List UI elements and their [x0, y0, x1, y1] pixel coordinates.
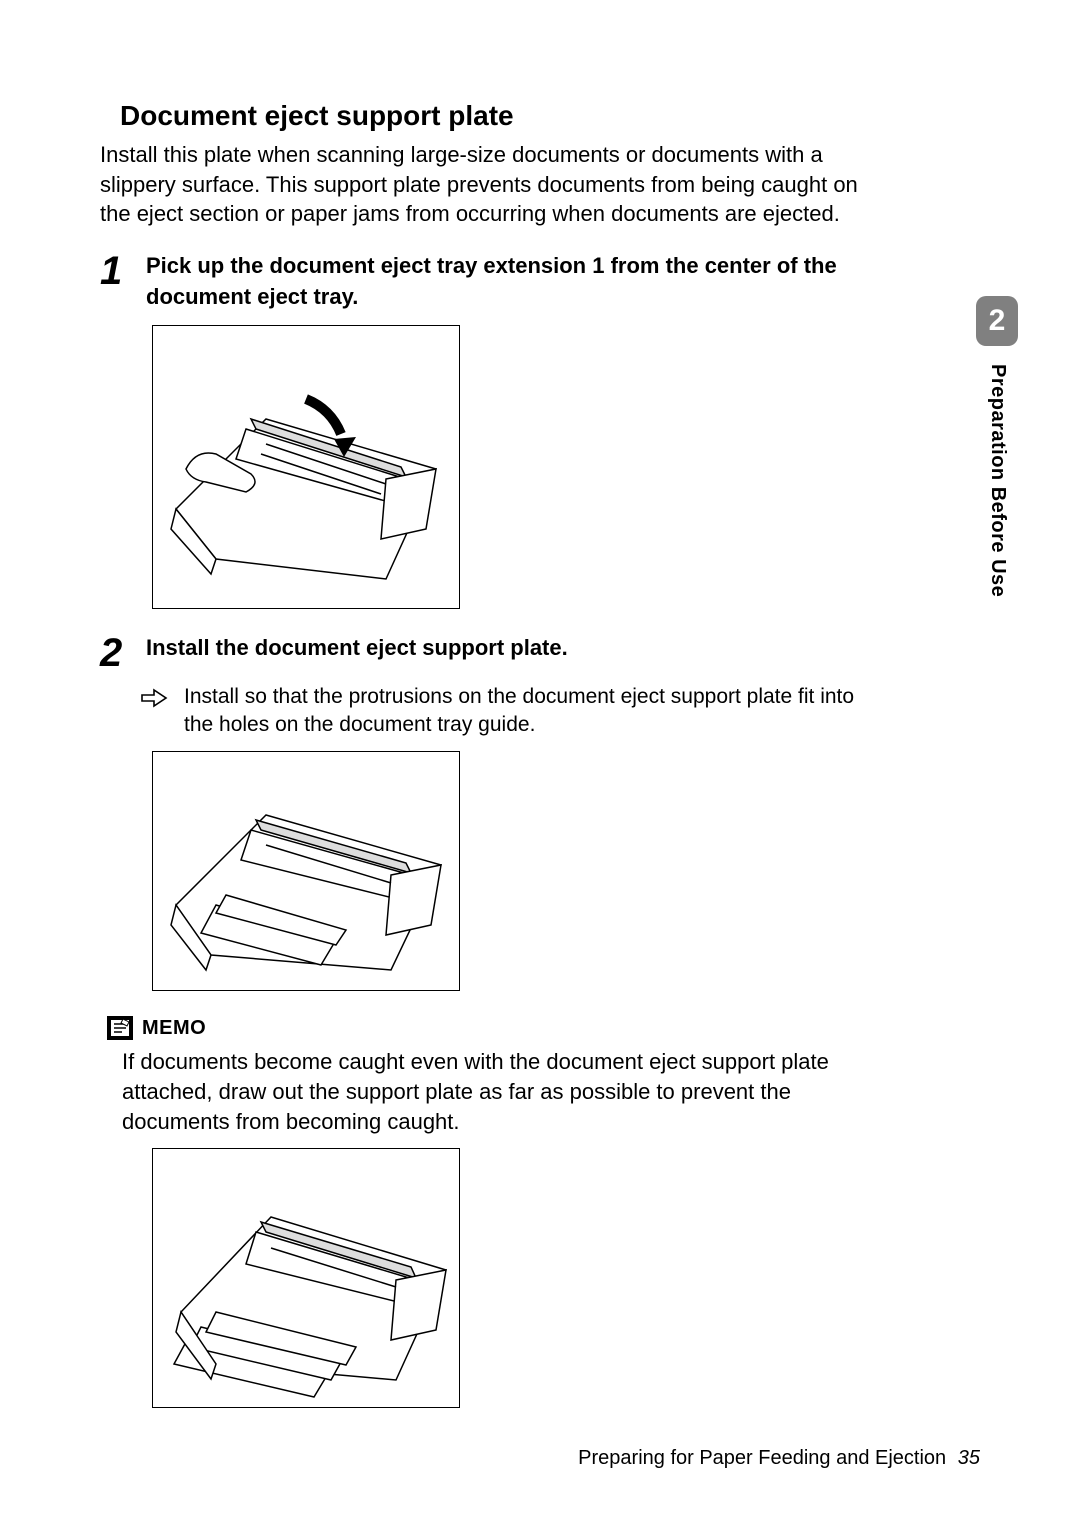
chapter-number-badge: 2	[976, 296, 1018, 346]
page-footer: Preparing for Paper Feeding and Ejection…	[578, 1447, 980, 1470]
step-2-note-text: Install so that the protrusions on the d…	[184, 683, 860, 740]
scanner-illustration-3-icon	[156, 1152, 456, 1404]
step-2-note-row: Install so that the protrusions on the d…	[140, 683, 860, 740]
memo-label: MEMO	[142, 1017, 206, 1040]
figure-step-1	[152, 325, 460, 609]
step-number: 2	[100, 633, 140, 673]
section-title: Document eject support plate	[120, 100, 860, 132]
content-column: Document eject support plate Install thi…	[100, 100, 860, 1408]
figure-memo	[152, 1148, 460, 1408]
step-1: 1 Pick up the document eject tray extens…	[100, 251, 860, 313]
step-number: 1	[100, 251, 140, 291]
scanner-illustration-1-icon	[156, 329, 456, 605]
memo-icon	[106, 1015, 134, 1041]
note-arrow-icon	[140, 687, 168, 709]
memo-text: If documents become caught even with the…	[122, 1047, 860, 1136]
scanner-illustration-2-icon	[156, 755, 456, 987]
figure-step-2	[152, 751, 460, 991]
chapter-side-tab: 2 Preparation Before Use	[976, 296, 1018, 597]
footer-page-number: 35	[958, 1447, 980, 1469]
chapter-title-vertical: Preparation Before Use	[986, 364, 1009, 597]
memo-header: MEMO	[106, 1015, 860, 1041]
step-text: Pick up the document eject tray extensio…	[146, 251, 860, 313]
section-intro: Install this plate when scanning large-s…	[100, 140, 860, 229]
step-text: Install the document eject support plate…	[146, 633, 860, 664]
manual-page: Document eject support plate Install thi…	[0, 0, 1080, 1526]
footer-section-name: Preparing for Paper Feeding and Ejection	[578, 1447, 946, 1469]
step-2: 2 Install the document eject support pla…	[100, 633, 860, 673]
